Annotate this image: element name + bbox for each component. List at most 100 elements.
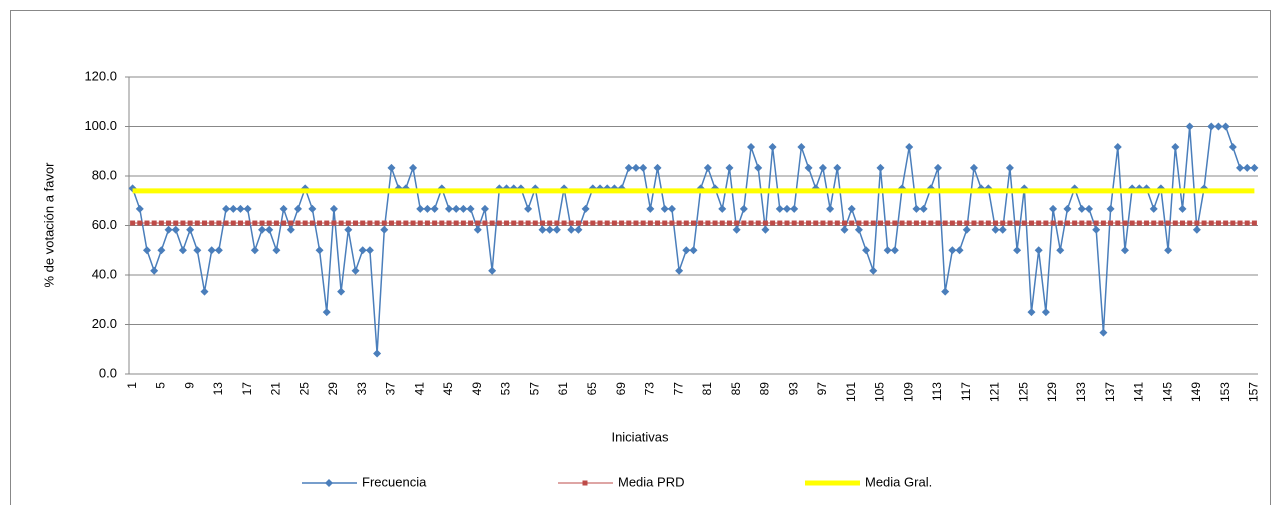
y-tick-label: 40.0: [92, 266, 117, 281]
line-marker: [955, 246, 964, 255]
line-marker: [1244, 220, 1250, 226]
line-marker: [403, 220, 409, 226]
line-marker: [171, 225, 180, 234]
y-tick-label: 20.0: [92, 316, 117, 331]
line-marker: [279, 204, 288, 213]
line-marker: [646, 204, 655, 213]
line-marker: [639, 163, 648, 172]
line-marker: [209, 220, 215, 226]
line-marker: [653, 163, 662, 172]
line-marker: [317, 220, 323, 226]
line-marker: [345, 220, 351, 226]
line-marker: [1041, 308, 1050, 317]
line-marker: [1049, 204, 1058, 213]
line-marker: [144, 220, 150, 226]
line-marker: [524, 204, 533, 213]
line-marker: [949, 220, 955, 226]
line-marker: [164, 225, 173, 234]
line-marker: [719, 220, 725, 226]
line-marker: [1036, 220, 1042, 226]
line-marker: [1250, 163, 1259, 172]
line-marker: [784, 220, 790, 226]
line-marker: [583, 220, 589, 226]
line-marker: [933, 163, 942, 172]
line-marker: [1063, 204, 1072, 213]
line-marker: [1027, 308, 1036, 317]
legend-label: Frecuencia: [362, 474, 427, 489]
line-marker: [775, 204, 784, 213]
x-tick-label: 17: [240, 382, 254, 396]
chart-frame: [10, 10, 1271, 505]
line-marker: [446, 220, 452, 226]
line-marker: [712, 220, 718, 226]
line-marker: [459, 204, 468, 213]
line-marker: [207, 246, 216, 255]
line-marker: [575, 220, 581, 226]
line-marker: [870, 220, 876, 226]
line-marker: [150, 266, 159, 275]
line-marker: [978, 220, 984, 226]
line-marker: [876, 163, 885, 172]
line-marker: [590, 220, 596, 226]
line-marker: [1115, 220, 1121, 226]
line-marker: [1201, 220, 1207, 226]
line-marker: [1149, 204, 1158, 213]
line-marker: [1021, 220, 1027, 226]
line-marker: [424, 220, 430, 226]
line-marker: [1099, 328, 1108, 337]
line-marker: [315, 246, 324, 255]
line-marker: [547, 220, 553, 226]
line-marker: [905, 143, 914, 152]
line-marker: [1215, 220, 1221, 226]
line-marker: [647, 220, 653, 226]
line-marker: [962, 225, 971, 234]
line-marker: [1092, 225, 1101, 234]
line-marker: [633, 220, 639, 226]
line-marker: [669, 220, 675, 226]
line-marker: [826, 204, 835, 213]
line-marker: [511, 220, 517, 226]
x-tick-label: 153: [1218, 382, 1232, 402]
line-marker: [1223, 220, 1229, 226]
line-marker: [410, 220, 416, 226]
x-tick-label: 137: [1103, 382, 1117, 402]
legend-label: Media PRD: [618, 474, 684, 489]
x-tick-label: 73: [643, 382, 657, 396]
x-tick-label: 89: [758, 382, 772, 396]
y-tick-label: 80.0: [92, 167, 117, 182]
line-marker: [1165, 220, 1171, 226]
line-marker: [1100, 220, 1106, 226]
line-marker: [660, 204, 669, 213]
x-tick-label: 57: [527, 382, 541, 396]
line-marker: [388, 220, 394, 226]
line-marker: [921, 220, 927, 226]
x-tick-label: 121: [988, 382, 1002, 402]
line-marker: [804, 163, 813, 172]
line-marker: [373, 349, 382, 358]
line-marker: [1207, 122, 1216, 131]
line-marker: [640, 220, 646, 226]
x-tick-label: 157: [1247, 382, 1261, 402]
line-marker: [1164, 246, 1173, 255]
line-marker: [755, 220, 761, 226]
line-marker: [1079, 220, 1085, 226]
line-marker: [798, 220, 804, 226]
line-marker: [250, 246, 259, 255]
line-marker: [545, 225, 554, 234]
line-marker: [1086, 220, 1092, 226]
line-marker: [754, 163, 763, 172]
line-marker: [847, 204, 856, 213]
line-marker: [948, 246, 957, 255]
x-tick-label: 93: [786, 382, 800, 396]
line-marker: [554, 220, 560, 226]
line-marker: [1144, 220, 1150, 226]
line-marker: [1120, 246, 1129, 255]
line-marker: [698, 220, 704, 226]
line-marker: [985, 220, 991, 226]
line-marker: [365, 246, 374, 255]
x-tick-label: 77: [671, 382, 685, 396]
line-marker: [1034, 246, 1043, 255]
x-tick-label: 85: [729, 382, 743, 396]
line-marker: [430, 204, 439, 213]
